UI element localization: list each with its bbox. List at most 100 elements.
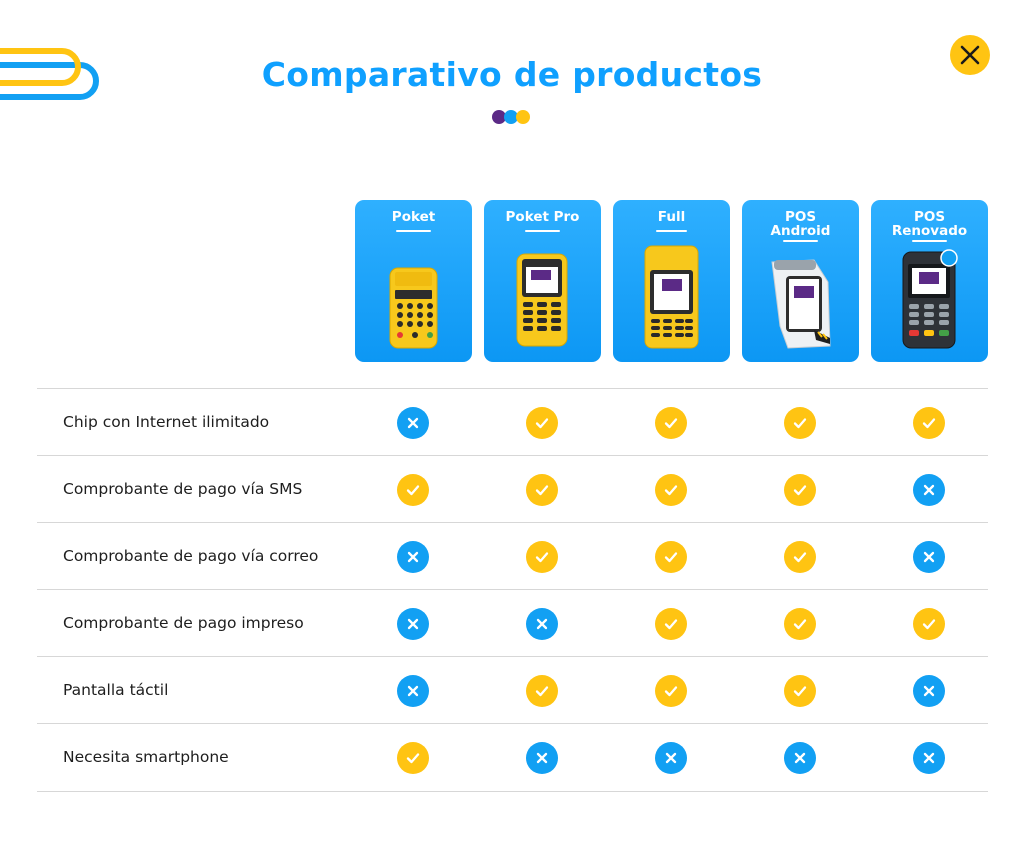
check-icon	[406, 752, 420, 763]
x-badge	[913, 540, 945, 573]
check-badge	[655, 406, 687, 439]
check-icon	[793, 417, 807, 428]
x-icon	[794, 752, 806, 763]
check-icon	[922, 618, 936, 629]
check-icon	[793, 484, 807, 495]
x-icon	[536, 618, 548, 629]
check-badge	[526, 540, 558, 573]
dot-blue	[504, 110, 518, 124]
feature-label: Comprobante de pago impreso	[63, 614, 304, 632]
feature-label: Comprobante de pago vía correo	[63, 547, 319, 565]
check-badge	[784, 540, 816, 573]
check-badge	[913, 406, 945, 439]
check-icon	[664, 484, 678, 495]
check-icon	[535, 685, 549, 696]
name-underline	[656, 230, 687, 232]
table-row: Pantalla táctil	[37, 656, 988, 724]
check-badge	[784, 674, 816, 707]
x-badge	[913, 674, 945, 707]
pos-renovado-device-image	[902, 249, 958, 349]
check-badge	[655, 674, 687, 707]
check-badge	[913, 607, 945, 640]
poket-device-image	[389, 267, 438, 349]
x-badge	[784, 741, 816, 774]
full-device-image	[644, 245, 699, 349]
product-card-pos-android: POS Android	[742, 200, 859, 362]
x-badge	[913, 741, 945, 774]
x-icon	[536, 752, 548, 763]
check-badge	[397, 741, 429, 774]
x-badge	[397, 406, 429, 439]
product-name: Poket Pro	[505, 209, 580, 225]
page-title: Comparativo de productos	[261, 55, 763, 94]
check-icon	[793, 685, 807, 696]
name-underline	[783, 240, 818, 242]
check-badge	[655, 607, 687, 640]
product-card-full: Full	[613, 200, 730, 362]
check-badge	[655, 540, 687, 573]
feature-label: Chip con Internet ilimitado	[63, 413, 270, 431]
check-icon	[535, 484, 549, 495]
x-badge	[526, 607, 558, 640]
pos-android-device-image	[771, 259, 831, 349]
feature-label: Comprobante de pago vía SMS	[63, 480, 303, 498]
x-icon	[923, 484, 935, 495]
product-name: POS Android	[770, 209, 831, 239]
check-icon	[664, 417, 678, 428]
table-row: Comprobante de pago vía SMS	[37, 455, 988, 523]
x-badge	[655, 741, 687, 774]
feature-label: Necesita smartphone	[63, 748, 229, 766]
x-icon	[923, 685, 935, 696]
x-icon	[407, 417, 419, 428]
x-badge	[397, 540, 429, 573]
product-name: Full	[657, 209, 686, 225]
check-badge	[397, 473, 429, 506]
poket-pro-device-image	[516, 253, 568, 347]
check-badge	[784, 473, 816, 506]
table-row: Chip con Internet ilimitado	[37, 388, 988, 456]
table-row: Necesita smartphone	[37, 723, 988, 792]
name-underline	[525, 230, 560, 232]
x-badge	[397, 607, 429, 640]
close-button[interactable]	[950, 35, 990, 75]
x-icon	[407, 551, 419, 562]
check-badge	[526, 674, 558, 707]
pagination-dots	[492, 110, 530, 124]
x-icon	[407, 618, 419, 629]
x-badge	[397, 674, 429, 707]
dot-purple	[492, 110, 506, 124]
check-badge	[784, 406, 816, 439]
check-icon	[793, 551, 807, 562]
product-card-poket-pro: Poket Pro	[484, 200, 601, 362]
check-icon	[664, 618, 678, 629]
name-underline	[912, 240, 947, 242]
product-card-pos-renovado: POS Renovado	[871, 200, 988, 362]
x-badge	[913, 473, 945, 506]
x-icon	[665, 752, 677, 763]
check-icon	[664, 551, 678, 562]
feature-label: Pantalla táctil	[63, 681, 169, 699]
dot-yellow	[516, 110, 530, 124]
check-badge	[526, 473, 558, 506]
product-name: POS Renovado	[891, 209, 968, 239]
product-name: Poket	[391, 209, 436, 225]
name-underline	[396, 230, 431, 232]
close-icon	[960, 45, 980, 65]
check-icon	[922, 417, 936, 428]
table-row: Comprobante de pago vía correo	[37, 522, 988, 590]
check-badge	[526, 406, 558, 439]
check-icon	[406, 484, 420, 495]
check-icon	[793, 618, 807, 629]
check-icon	[535, 417, 549, 428]
check-icon	[664, 685, 678, 696]
x-badge	[526, 741, 558, 774]
x-icon	[923, 551, 935, 562]
table-row: Comprobante de pago impreso	[37, 589, 988, 657]
brand-lines-logo	[0, 48, 99, 100]
x-icon	[407, 685, 419, 696]
x-icon	[923, 752, 935, 763]
check-badge	[655, 473, 687, 506]
check-icon	[535, 551, 549, 562]
check-badge	[784, 607, 816, 640]
product-card-poket: Poket	[355, 200, 472, 362]
